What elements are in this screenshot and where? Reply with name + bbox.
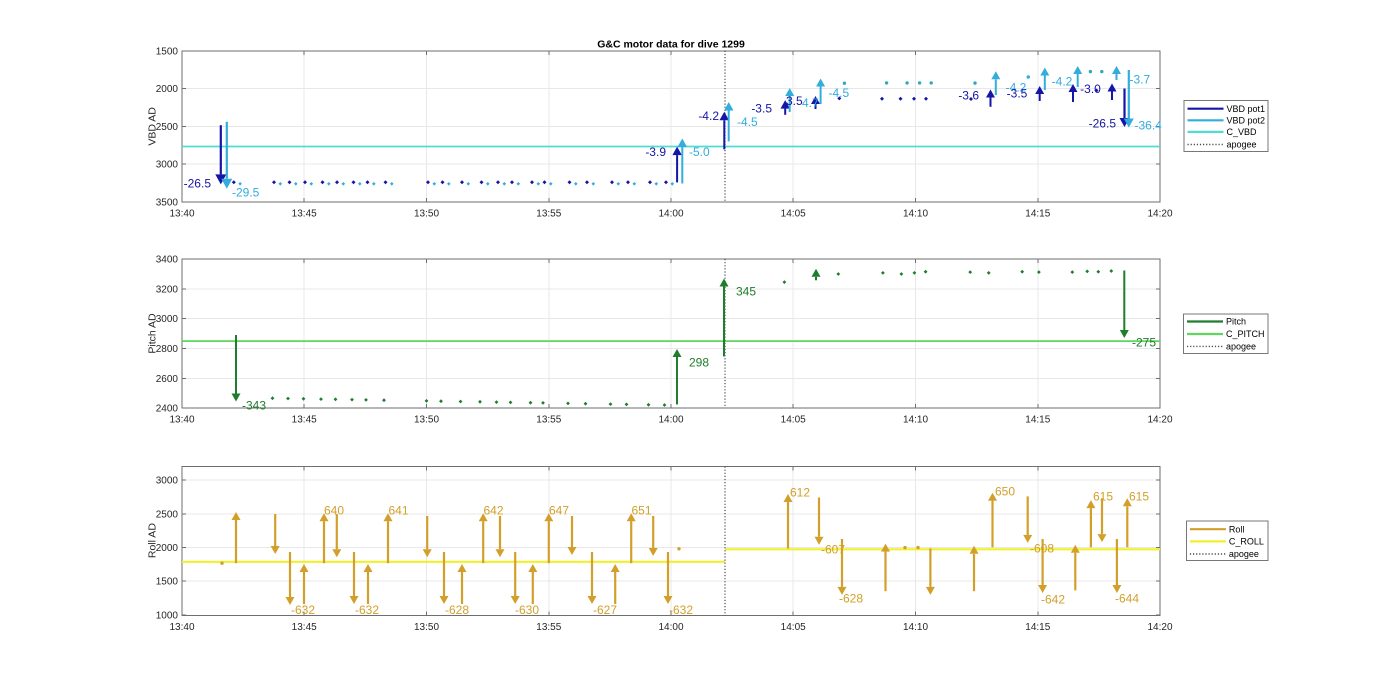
svg-text:14:05: 14:05	[781, 622, 806, 633]
svg-text:14:10: 14:10	[903, 415, 928, 426]
svg-text:1000: 1000	[156, 610, 179, 621]
svg-text:13:45: 13:45	[292, 622, 317, 633]
svg-text:-3.5: -3.5	[751, 102, 772, 116]
svg-text:3200: 3200	[156, 284, 179, 295]
svg-text:615: 615	[1129, 490, 1149, 504]
svg-text:-3.5: -3.5	[1007, 87, 1028, 101]
svg-text:13:40: 13:40	[169, 209, 194, 220]
svg-text:2500: 2500	[156, 122, 179, 133]
svg-text:-632: -632	[669, 603, 693, 617]
svg-text:-3.7: -3.7	[1130, 73, 1151, 87]
svg-text:-3.0: -3.0	[1080, 82, 1101, 96]
svg-text:-628: -628	[839, 592, 863, 606]
svg-text:-632: -632	[291, 603, 315, 617]
svg-text:G&C motor data for dive 1299: G&C motor data for dive 1299	[597, 39, 745, 51]
svg-text:Pitch AD: Pitch AD	[147, 313, 159, 354]
svg-text:VBD pot1: VBD pot1	[1227, 104, 1266, 114]
svg-text:-632: -632	[355, 603, 379, 617]
svg-text:apogee: apogee	[1226, 342, 1256, 352]
svg-text:2500: 2500	[156, 509, 179, 520]
svg-text:C_PITCH: C_PITCH	[1226, 329, 1265, 339]
svg-text:-275: -275	[1132, 336, 1156, 350]
svg-text:-3.9: -3.9	[645, 145, 666, 159]
svg-text:647: 647	[549, 504, 569, 518]
svg-text:14:15: 14:15	[1025, 415, 1050, 426]
svg-text:13:45: 13:45	[292, 415, 317, 426]
svg-text:Roll AD: Roll AD	[147, 523, 159, 558]
svg-text:-4.2: -4.2	[698, 109, 719, 123]
svg-text:13:50: 13:50	[414, 415, 439, 426]
svg-text:-26.5: -26.5	[184, 176, 212, 190]
svg-text:14:15: 14:15	[1025, 622, 1050, 633]
svg-text:13:50: 13:50	[414, 209, 439, 220]
svg-text:345: 345	[736, 285, 756, 299]
svg-text:-644: -644	[1115, 592, 1139, 606]
svg-text:3.5: 3.5	[786, 94, 803, 108]
svg-text:14:10: 14:10	[903, 209, 928, 220]
svg-text:-627: -627	[593, 603, 617, 617]
svg-text:640: 640	[324, 504, 344, 518]
svg-text:1500: 1500	[156, 577, 179, 588]
svg-text:14:20: 14:20	[1147, 622, 1172, 633]
svg-text:-343: -343	[242, 399, 266, 413]
svg-text:13:45: 13:45	[292, 209, 317, 220]
svg-text:Roll: Roll	[1229, 524, 1245, 534]
svg-text:615: 615	[1093, 490, 1113, 504]
svg-text:VBD pot2: VBD pot2	[1227, 116, 1266, 126]
svg-text:Pitch: Pitch	[1226, 317, 1246, 327]
svg-text:-36.4: -36.4	[1135, 119, 1163, 133]
svg-text:642: 642	[484, 504, 504, 518]
svg-text:13:55: 13:55	[536, 209, 561, 220]
svg-text:apogee: apogee	[1229, 549, 1259, 559]
svg-text:3000: 3000	[156, 476, 179, 487]
svg-text:13:40: 13:40	[169, 415, 194, 426]
svg-text:-608: -608	[1030, 542, 1054, 556]
svg-text:2400: 2400	[156, 404, 179, 415]
svg-text:-5.0: -5.0	[689, 145, 710, 159]
svg-text:612: 612	[790, 486, 810, 500]
svg-text:-628: -628	[445, 603, 469, 617]
svg-text:3500: 3500	[156, 198, 179, 209]
svg-text:14:00: 14:00	[658, 415, 683, 426]
svg-text:14:15: 14:15	[1025, 209, 1050, 220]
svg-text:apogee: apogee	[1227, 140, 1257, 150]
svg-text:-26.5: -26.5	[1089, 117, 1117, 131]
svg-text:2000: 2000	[156, 84, 179, 95]
svg-text:1500: 1500	[156, 46, 179, 57]
svg-text:-29.5: -29.5	[232, 186, 260, 200]
svg-text:-3.6: -3.6	[958, 89, 979, 103]
svg-text:2800: 2800	[156, 344, 179, 355]
svg-text:13:40: 13:40	[169, 622, 194, 633]
svg-text:3000: 3000	[156, 314, 179, 325]
svg-text:14:00: 14:00	[658, 622, 683, 633]
svg-text:14:20: 14:20	[1147, 415, 1172, 426]
svg-text:-642: -642	[1041, 593, 1065, 607]
svg-text:-607: -607	[821, 543, 845, 557]
svg-text:-4.5: -4.5	[737, 115, 758, 129]
svg-text:14:00: 14:00	[658, 209, 683, 220]
svg-text:C_VBD: C_VBD	[1227, 127, 1258, 137]
svg-text:-630: -630	[515, 603, 539, 617]
svg-text:3000: 3000	[156, 160, 179, 171]
svg-text:14:05: 14:05	[781, 209, 806, 220]
svg-text:13:55: 13:55	[536, 622, 561, 633]
svg-text:14:10: 14:10	[903, 622, 928, 633]
svg-text:14:05: 14:05	[781, 415, 806, 426]
svg-text:4.7: 4.7	[802, 96, 819, 110]
svg-text:651: 651	[632, 504, 652, 518]
svg-text:2000: 2000	[156, 543, 179, 554]
svg-text:-4.2: -4.2	[1006, 81, 1027, 95]
svg-text:298: 298	[689, 356, 709, 370]
svg-text:650: 650	[995, 485, 1015, 499]
svg-text:-4.2: -4.2	[1052, 75, 1073, 89]
svg-text:13:55: 13:55	[536, 415, 561, 426]
svg-text:641: 641	[389, 504, 409, 518]
svg-text:3400: 3400	[156, 255, 179, 266]
svg-text:13:50: 13:50	[414, 622, 439, 633]
svg-text:-4.5: -4.5	[829, 86, 850, 100]
svg-text:C_ROLL: C_ROLL	[1229, 537, 1264, 547]
svg-text:2600: 2600	[156, 374, 179, 385]
svg-text:14:20: 14:20	[1147, 209, 1172, 220]
svg-text:VBD AD: VBD AD	[147, 107, 159, 146]
